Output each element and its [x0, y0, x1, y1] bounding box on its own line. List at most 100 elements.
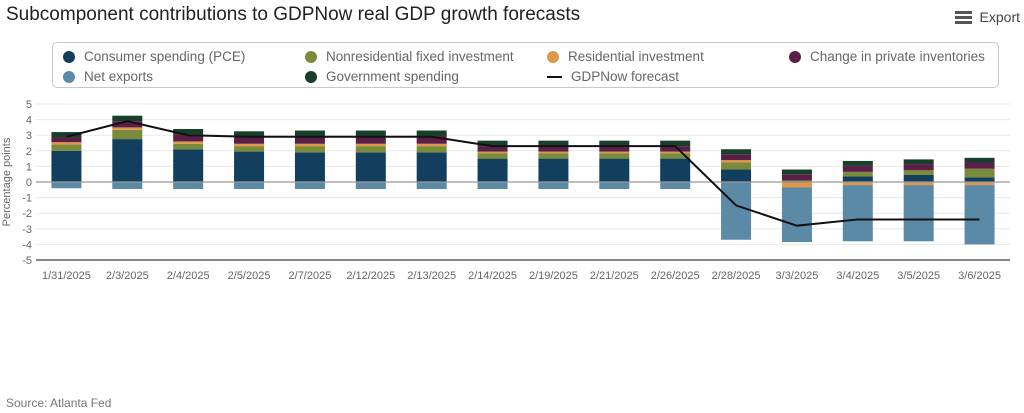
- bar-segment-netexp: [599, 182, 630, 190]
- y-tick-label: 1: [26, 161, 32, 173]
- bar-segment-nonres: [477, 153, 508, 159]
- bar-segment-netexp: [721, 182, 752, 240]
- y-tick-label: 3: [26, 130, 32, 142]
- legend-marker-inv: [789, 50, 801, 63]
- bar-segment-pce: [416, 152, 447, 182]
- bar-segment-pce: [903, 174, 934, 182]
- bar-segment-nonres: [112, 129, 143, 140]
- legend-item-pce[interactable]: Consumer spending (PCE): [63, 49, 245, 64]
- bar-segment-inv: [781, 174, 812, 181]
- legend-marker-nonres: [305, 50, 317, 63]
- bar-segment-inv: [294, 135, 325, 144]
- bar-segment-nonres: [538, 153, 569, 159]
- bars: [51, 115, 995, 245]
- y-tick-label: 2: [26, 146, 32, 158]
- bar-segment-nonres: [294, 146, 325, 153]
- bar-segment-netexp: [234, 182, 265, 190]
- bar-segment-gov: [903, 159, 934, 165]
- legend-marker-forecast: [547, 75, 562, 78]
- bar-segment-netexp: [538, 182, 569, 190]
- bar-segment-gov: [781, 169, 812, 175]
- bar-segment-inv: [355, 135, 386, 144]
- bar-segment-netexp: [173, 182, 204, 190]
- bar-segment-inv: [173, 134, 204, 142]
- x-tick-label: 3/3/2025: [776, 270, 819, 282]
- bar-segment-res: [112, 127, 143, 130]
- bar-segment-gov: [477, 140, 508, 147]
- export-button[interactable]: Export: [954, 9, 1020, 25]
- x-axis-ticks: 1/31/2025 2/3/2025 2/4/2025 2/5/2025 2/7/202…: [42, 270, 1001, 282]
- bar-segment-pce: [51, 150, 82, 182]
- y-tick-label: 5: [26, 99, 32, 111]
- bar-segment-inv: [477, 146, 508, 152]
- bar-segment-inv: [599, 146, 630, 152]
- bar-segment-inv: [903, 164, 934, 171]
- legend-label-netexp: Net exports: [84, 69, 154, 84]
- legend-item-inv[interactable]: Change in private inventories: [789, 49, 985, 64]
- bar-segment-netexp: [781, 187, 812, 243]
- bar-segment-gov: [112, 115, 143, 122]
- bar-segment-pce: [660, 158, 691, 182]
- legend-item-netexp[interactable]: Net exports: [63, 69, 153, 84]
- y-axis-label: Percentage points: [1, 137, 13, 226]
- bar-segment-gov: [234, 131, 265, 137]
- bar-segment-res: [964, 182, 995, 186]
- bar-segment-gov: [294, 130, 325, 136]
- bar-segment-inv: [660, 146, 691, 152]
- stacked-bar-chart: 5 4 3 2 1 0 -1 -2 -3 -4 -5 Percentage points 1/31/…: [1, 99, 1010, 282]
- bar-segment-netexp: [112, 182, 143, 190]
- bar-segment-res: [721, 160, 752, 163]
- bar-segment-nonres: [721, 162, 752, 170]
- bar-segment-nonres: [599, 153, 630, 159]
- x-tick-label: 2/5/2025: [228, 270, 271, 282]
- bar-segment-res: [51, 142, 82, 145]
- bar-segment-res: [660, 151, 691, 154]
- x-tick-label: 2/7/2025: [289, 270, 332, 282]
- bar-segment-res: [781, 182, 812, 188]
- bar-segment-nonres: [781, 180, 812, 182]
- bar-segment-res: [903, 182, 934, 186]
- legend-item-nonres[interactable]: Nonresidential fixed investment: [305, 49, 514, 64]
- bar-segment-pce: [173, 149, 204, 182]
- x-tick-label: 2/13/2025: [407, 270, 456, 282]
- bar-segment-res: [355, 143, 386, 147]
- bar-segment-netexp: [964, 185, 995, 245]
- bar-segment-netexp: [660, 182, 691, 190]
- bar-segment-netexp: [842, 185, 873, 242]
- bar-segment-gov: [173, 128, 204, 135]
- source-note: Source: Atlanta Fed: [6, 396, 112, 410]
- bar-segment-inv: [964, 162, 995, 169]
- bar-segment-res: [173, 141, 204, 144]
- bar-segment-inv: [416, 135, 447, 144]
- bar-segment-res: [842, 182, 873, 186]
- export-label: Export: [979, 9, 1020, 25]
- legend-marker-netexp: [63, 70, 75, 83]
- bar-segment-gov: [538, 140, 569, 147]
- bar-segment-res: [294, 143, 325, 147]
- legend-item-res[interactable]: Residential investment: [547, 49, 704, 64]
- y-tick-label: -5: [22, 255, 32, 267]
- bar-segment-pce: [234, 151, 265, 182]
- bar-segment-netexp: [416, 182, 447, 190]
- forecast-line: [66, 120, 980, 227]
- bar-segment-res: [416, 143, 447, 147]
- legend-marker-gov: [305, 70, 317, 83]
- bar-segment-gov: [355, 130, 386, 136]
- bar-segment-pce: [599, 158, 630, 182]
- chart-legend: Consumer spending (PCE) Nonresidential f…: [52, 42, 999, 88]
- bar-segment-inv: [721, 154, 752, 161]
- bar-segment-inv: [538, 146, 569, 152]
- x-tick-label: 2/14/2025: [468, 270, 517, 282]
- bar-segment-gov: [416, 130, 447, 136]
- legend-item-gov[interactable]: Government spending: [305, 69, 459, 84]
- bar-segment-pce: [964, 177, 995, 182]
- bar-segment-pce: [112, 139, 143, 182]
- bar-segment-gov: [721, 149, 752, 155]
- bar-segment-gov: [599, 140, 630, 147]
- x-tick-label: 2/12/2025: [346, 270, 395, 282]
- bar-segment-pce: [294, 152, 325, 182]
- legend-item-forecast[interactable]: GDPNow forecast: [547, 69, 679, 84]
- y-tick-label: 0: [26, 177, 32, 189]
- y-axis-ticks: 5 4 3 2 1 0 -1 -2 -3 -4 -5: [22, 99, 32, 267]
- bar-segment-nonres: [355, 146, 386, 153]
